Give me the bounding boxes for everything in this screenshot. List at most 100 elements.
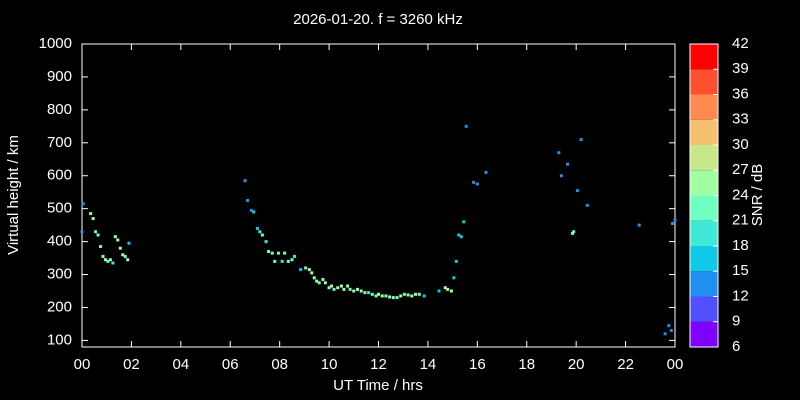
- point: [246, 198, 250, 202]
- point: [410, 294, 414, 298]
- point: [348, 287, 352, 291]
- point: [395, 296, 399, 300]
- point: [342, 287, 346, 291]
- x-tick-label: 08: [271, 356, 288, 373]
- colorbar-tick-label: 24: [732, 186, 749, 203]
- point: [321, 277, 325, 281]
- point: [252, 210, 256, 214]
- y-tick-label: 100: [47, 331, 72, 348]
- point: [80, 230, 84, 234]
- point: [663, 332, 667, 336]
- x-tick-label: 16: [469, 356, 486, 373]
- x-tick-label: 04: [172, 356, 189, 373]
- point: [127, 241, 131, 245]
- colorbar-band: [690, 321, 718, 347]
- colorbar-tick-label: 12: [732, 287, 749, 304]
- point: [637, 223, 641, 227]
- y-tick-label: 900: [47, 68, 72, 85]
- point: [484, 170, 488, 174]
- point: [299, 268, 303, 272]
- point: [575, 189, 579, 193]
- colorbar-label: SNR / dB: [749, 164, 766, 227]
- point: [449, 289, 453, 293]
- point: [566, 162, 570, 166]
- point: [399, 294, 403, 298]
- point: [585, 203, 589, 207]
- point: [121, 253, 125, 257]
- colorbar-band: [690, 119, 718, 145]
- point: [126, 258, 130, 262]
- point: [671, 221, 675, 225]
- point: [380, 294, 384, 298]
- point: [370, 292, 374, 296]
- point: [402, 292, 406, 296]
- point: [270, 251, 274, 255]
- point: [91, 217, 95, 221]
- point: [339, 284, 343, 288]
- point: [355, 287, 359, 291]
- point: [310, 271, 314, 275]
- colorbar-tick-label: 36: [732, 85, 749, 102]
- colorbar-band: [690, 94, 718, 120]
- point: [255, 226, 259, 230]
- point: [388, 295, 392, 299]
- colorbar-band: [690, 246, 718, 272]
- point: [267, 249, 271, 253]
- y-tick-label: 200: [47, 298, 72, 315]
- point: [363, 291, 367, 295]
- point: [454, 259, 458, 263]
- point: [437, 289, 441, 293]
- point: [673, 218, 677, 222]
- point: [462, 220, 466, 224]
- x-tick-label: 20: [568, 356, 585, 373]
- point: [667, 324, 671, 328]
- x-tick-label: 06: [222, 356, 239, 373]
- point: [108, 258, 112, 262]
- point: [457, 233, 461, 237]
- point: [118, 246, 122, 250]
- point: [116, 238, 120, 242]
- point: [414, 292, 418, 296]
- y-tick-label: 700: [47, 134, 72, 151]
- point: [323, 281, 327, 285]
- point: [123, 254, 127, 258]
- colorbar-band: [690, 220, 718, 246]
- point: [472, 180, 476, 184]
- colorbar-tick-label: 39: [732, 60, 749, 77]
- point: [346, 284, 350, 288]
- point: [283, 251, 287, 255]
- colorbar-band: [690, 195, 718, 221]
- colorbar-tick-label: 33: [732, 111, 749, 128]
- point: [417, 292, 421, 296]
- point: [384, 294, 388, 298]
- point: [367, 291, 371, 295]
- colorbar-tick-label: 6: [732, 338, 740, 355]
- point: [103, 258, 107, 262]
- x-tick-label: 12: [370, 356, 387, 373]
- point: [243, 179, 247, 183]
- point: [99, 245, 103, 249]
- colorbar-tick-label: 42: [732, 35, 749, 52]
- point: [101, 254, 105, 258]
- y-axis-label: Virtual height / km: [5, 135, 22, 255]
- point: [669, 329, 673, 333]
- x-tick-label: 10: [321, 356, 338, 373]
- point: [452, 276, 456, 280]
- colorbar-band: [690, 170, 718, 196]
- point: [446, 287, 450, 291]
- colorbar-tick-label: 9: [732, 313, 740, 330]
- point: [94, 230, 98, 234]
- chart-title: 2026-01-20. f = 3260 kHz: [293, 11, 463, 28]
- point: [273, 259, 277, 263]
- point: [315, 279, 319, 283]
- point: [327, 286, 331, 290]
- point: [475, 182, 479, 186]
- point: [374, 294, 378, 298]
- point: [572, 230, 576, 234]
- point: [332, 287, 336, 291]
- colorbar-band: [690, 145, 718, 171]
- point: [317, 281, 321, 285]
- point: [89, 212, 93, 216]
- point: [276, 251, 280, 255]
